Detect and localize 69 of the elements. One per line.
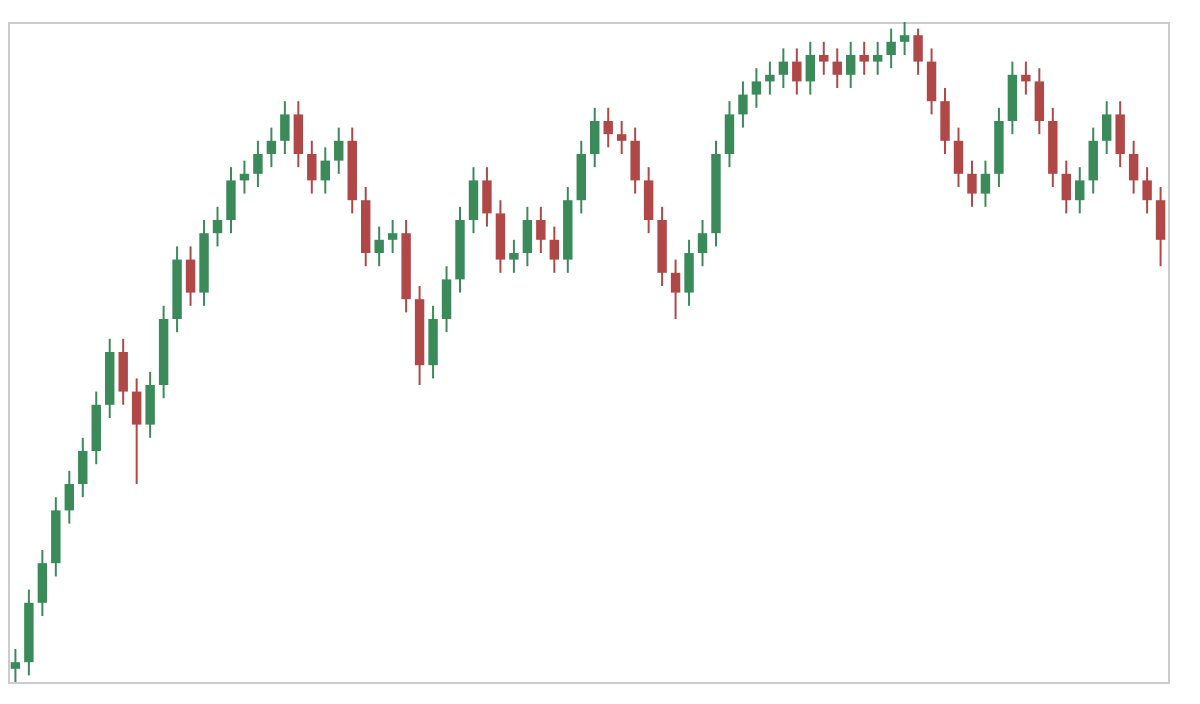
candlestick [670, 258, 681, 320]
candlestick [738, 80, 748, 129]
candlestick [334, 126, 344, 175]
candlestick [522, 205, 533, 268]
candlestick [684, 238, 694, 307]
candlestick [1075, 166, 1085, 215]
candlestick [307, 139, 317, 195]
candlestick [859, 40, 869, 76]
candlestick [226, 166, 236, 235]
candlestick [1007, 60, 1018, 136]
candlestick [846, 40, 856, 89]
candlestick [697, 219, 708, 268]
candlestick [91, 390, 101, 466]
candlestick [1155, 186, 1166, 268]
candlestick [387, 219, 398, 254]
candlestick [1128, 139, 1139, 195]
candlestick [630, 126, 640, 195]
candlestick [468, 166, 479, 235]
candlestick [967, 159, 977, 208]
candlestick [482, 166, 492, 228]
candlestick [118, 337, 128, 406]
candlestick [805, 40, 816, 96]
candlestick [926, 47, 937, 116]
candlestick [374, 225, 384, 268]
candlestick [212, 205, 223, 248]
candlestick [37, 549, 48, 617]
candlestick [266, 126, 277, 169]
candlestick [320, 146, 330, 195]
candlestick [792, 47, 802, 96]
candlestick [590, 106, 600, 169]
candlestick [616, 120, 627, 155]
candlestick [603, 106, 613, 149]
candlestick [1061, 159, 1071, 215]
candlestick [509, 238, 519, 274]
candlestick [253, 139, 263, 188]
candlestick [886, 27, 896, 70]
candlestick [1034, 67, 1045, 136]
candlestick [64, 469, 75, 525]
candlestick [1088, 126, 1098, 195]
candlestick [940, 87, 950, 155]
candlestick [441, 265, 452, 334]
candlestick [293, 100, 304, 169]
candlestick [913, 27, 923, 76]
candlestick [980, 159, 991, 208]
candlestick [765, 60, 775, 96]
candlestick [1101, 100, 1112, 155]
candlestick [428, 304, 438, 380]
candlestick [78, 436, 88, 499]
candlestick [643, 166, 654, 235]
candlestick [724, 100, 735, 169]
candlestick [751, 67, 762, 109]
candlestick [872, 40, 883, 76]
candlestick [280, 100, 290, 155]
candlestick [1142, 166, 1152, 215]
candlestick [185, 245, 196, 307]
candlestick [549, 225, 560, 274]
candlestick [1021, 60, 1031, 96]
candlestick [536, 205, 546, 254]
candlestick [576, 139, 586, 215]
candlestick [495, 199, 506, 274]
candlestick [899, 21, 910, 56]
candlestick [145, 370, 155, 439]
candlestick [819, 40, 829, 76]
candlestick [10, 648, 21, 683]
candlestick [131, 377, 142, 485]
candlestick [778, 47, 789, 89]
candlestick [832, 47, 842, 89]
candlestick [953, 126, 964, 188]
candlestick [1115, 100, 1125, 169]
